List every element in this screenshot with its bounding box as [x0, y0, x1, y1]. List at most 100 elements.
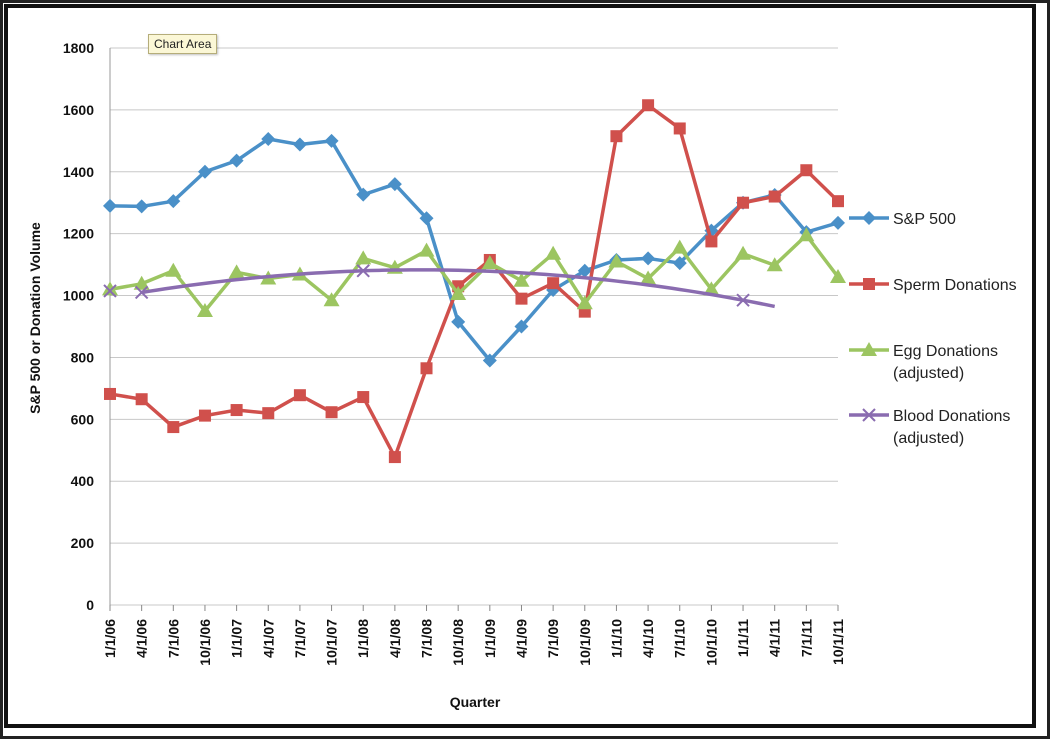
data-point [641, 251, 656, 266]
x-tick-label: 7/1/11 [798, 619, 814, 657]
data-point [451, 314, 466, 329]
legend-item: Sperm Donations [849, 277, 1017, 294]
data-point [325, 406, 338, 419]
x-tick-label: 4/1/08 [387, 619, 403, 658]
legend-item: Blood Donations (adjusted) [849, 408, 1010, 447]
data-point [420, 362, 433, 375]
y-tick-label: 1200 [63, 226, 94, 242]
x-tick-label: 10/1/06 [197, 619, 213, 666]
data-point [292, 137, 307, 152]
data-point [545, 245, 562, 260]
x-tick-label: 10/1/07 [324, 619, 340, 666]
data-point [672, 256, 687, 271]
y-tick-label: 1000 [63, 288, 94, 304]
x-tick-label: 7/1/07 [292, 619, 308, 658]
y-axis-title: S&P 500 or Donation Volume [27, 222, 43, 414]
grid-lines [109, 47, 839, 611]
x-tick-label: 1/1/08 [355, 619, 371, 658]
legend-label: S&P 500 [893, 211, 956, 228]
data-point [134, 285, 149, 300]
legend-label: Blood Donations [893, 408, 1010, 425]
data-point [736, 293, 750, 307]
data-point [703, 281, 720, 296]
y-tick-label: 1400 [63, 164, 94, 180]
data-point [547, 277, 560, 290]
data-point [103, 284, 117, 298]
data-point [134, 199, 149, 214]
x-tick-label: 4/1/09 [513, 619, 529, 658]
y-tick-label: 200 [71, 535, 95, 551]
data-point [355, 250, 372, 265]
legend-label: Egg Donations [893, 343, 998, 360]
data-point [515, 292, 528, 305]
x-tick-label: 7/1/08 [419, 619, 435, 658]
data-point [229, 153, 244, 168]
data-point [768, 190, 781, 203]
y-tick-label: 600 [71, 411, 95, 427]
x-axis-title: Quarter [450, 694, 501, 710]
y-tick-label: 800 [71, 349, 95, 365]
series-3 [103, 264, 776, 309]
data-point [196, 303, 213, 318]
data-point [608, 253, 625, 268]
series-group [102, 99, 846, 464]
data-point [640, 270, 657, 285]
x-tick-label: 10/1/11 [830, 619, 846, 665]
data-point [133, 275, 150, 290]
data-point [450, 286, 467, 301]
legend-item: Egg Donations (adjusted) [849, 342, 998, 382]
data-point [418, 242, 435, 257]
data-point [356, 264, 370, 278]
data-point [832, 195, 844, 208]
data-point [262, 407, 275, 420]
data-point [357, 391, 370, 404]
x-tick-label: 4/1/07 [260, 619, 276, 658]
data-point [514, 319, 529, 334]
data-point [230, 404, 243, 417]
y-tick-label: 1600 [63, 102, 94, 118]
x-tick-label: 1/1/07 [229, 619, 245, 658]
y-tick-labels: 0 200 400 600 800 1000 1200 1400 1600 1800 [63, 40, 94, 613]
data-point [482, 353, 497, 368]
data-point [198, 409, 211, 422]
legend: S&P 500 Sperm Donations Egg Donations (adju… [849, 211, 1017, 447]
x-tick-label: 7/1/09 [545, 619, 561, 658]
x-tick-label: 1/1/11 [735, 619, 751, 657]
data-point [419, 211, 434, 226]
data-point [861, 342, 877, 356]
data-point [197, 164, 212, 179]
data-point [766, 257, 783, 272]
data-point [135, 393, 148, 406]
data-point [228, 264, 245, 279]
data-point [167, 421, 180, 434]
data-point [671, 239, 688, 254]
x-tick-label: 4/1/06 [134, 619, 150, 658]
data-point [356, 187, 371, 202]
y-tick-label: 1800 [63, 40, 94, 56]
data-point [387, 177, 402, 192]
x-tick-labels: 1/1/06 4/1/06 7/1/06 10/1/06 1/1/07 4/1/07 7/1… [102, 619, 846, 666]
x-tick-label: 1/1/10 [608, 619, 624, 658]
data-point [577, 263, 592, 278]
data-point [735, 245, 752, 260]
x-tick-label: 7/1/10 [672, 619, 688, 658]
y-tick-label: 0 [86, 597, 94, 613]
x-tick-label: 1/1/09 [482, 619, 498, 658]
data-point [610, 130, 623, 143]
x-tick-label: 7/1/06 [165, 619, 181, 658]
legend-label: (adjusted) [893, 430, 964, 447]
data-point [104, 387, 116, 400]
legend-label: Sperm Donations [893, 277, 1017, 294]
x-tick-label: 1/1/06 [102, 619, 118, 658]
data-point [165, 262, 182, 277]
x-tick-label: 10/1/08 [450, 619, 466, 666]
series-line [109, 137, 839, 363]
data-point [102, 281, 118, 296]
data-point [831, 215, 845, 230]
data-point [388, 451, 401, 464]
data-point [261, 131, 276, 146]
chart-frame [4, 4, 1036, 728]
data-point [800, 164, 813, 177]
